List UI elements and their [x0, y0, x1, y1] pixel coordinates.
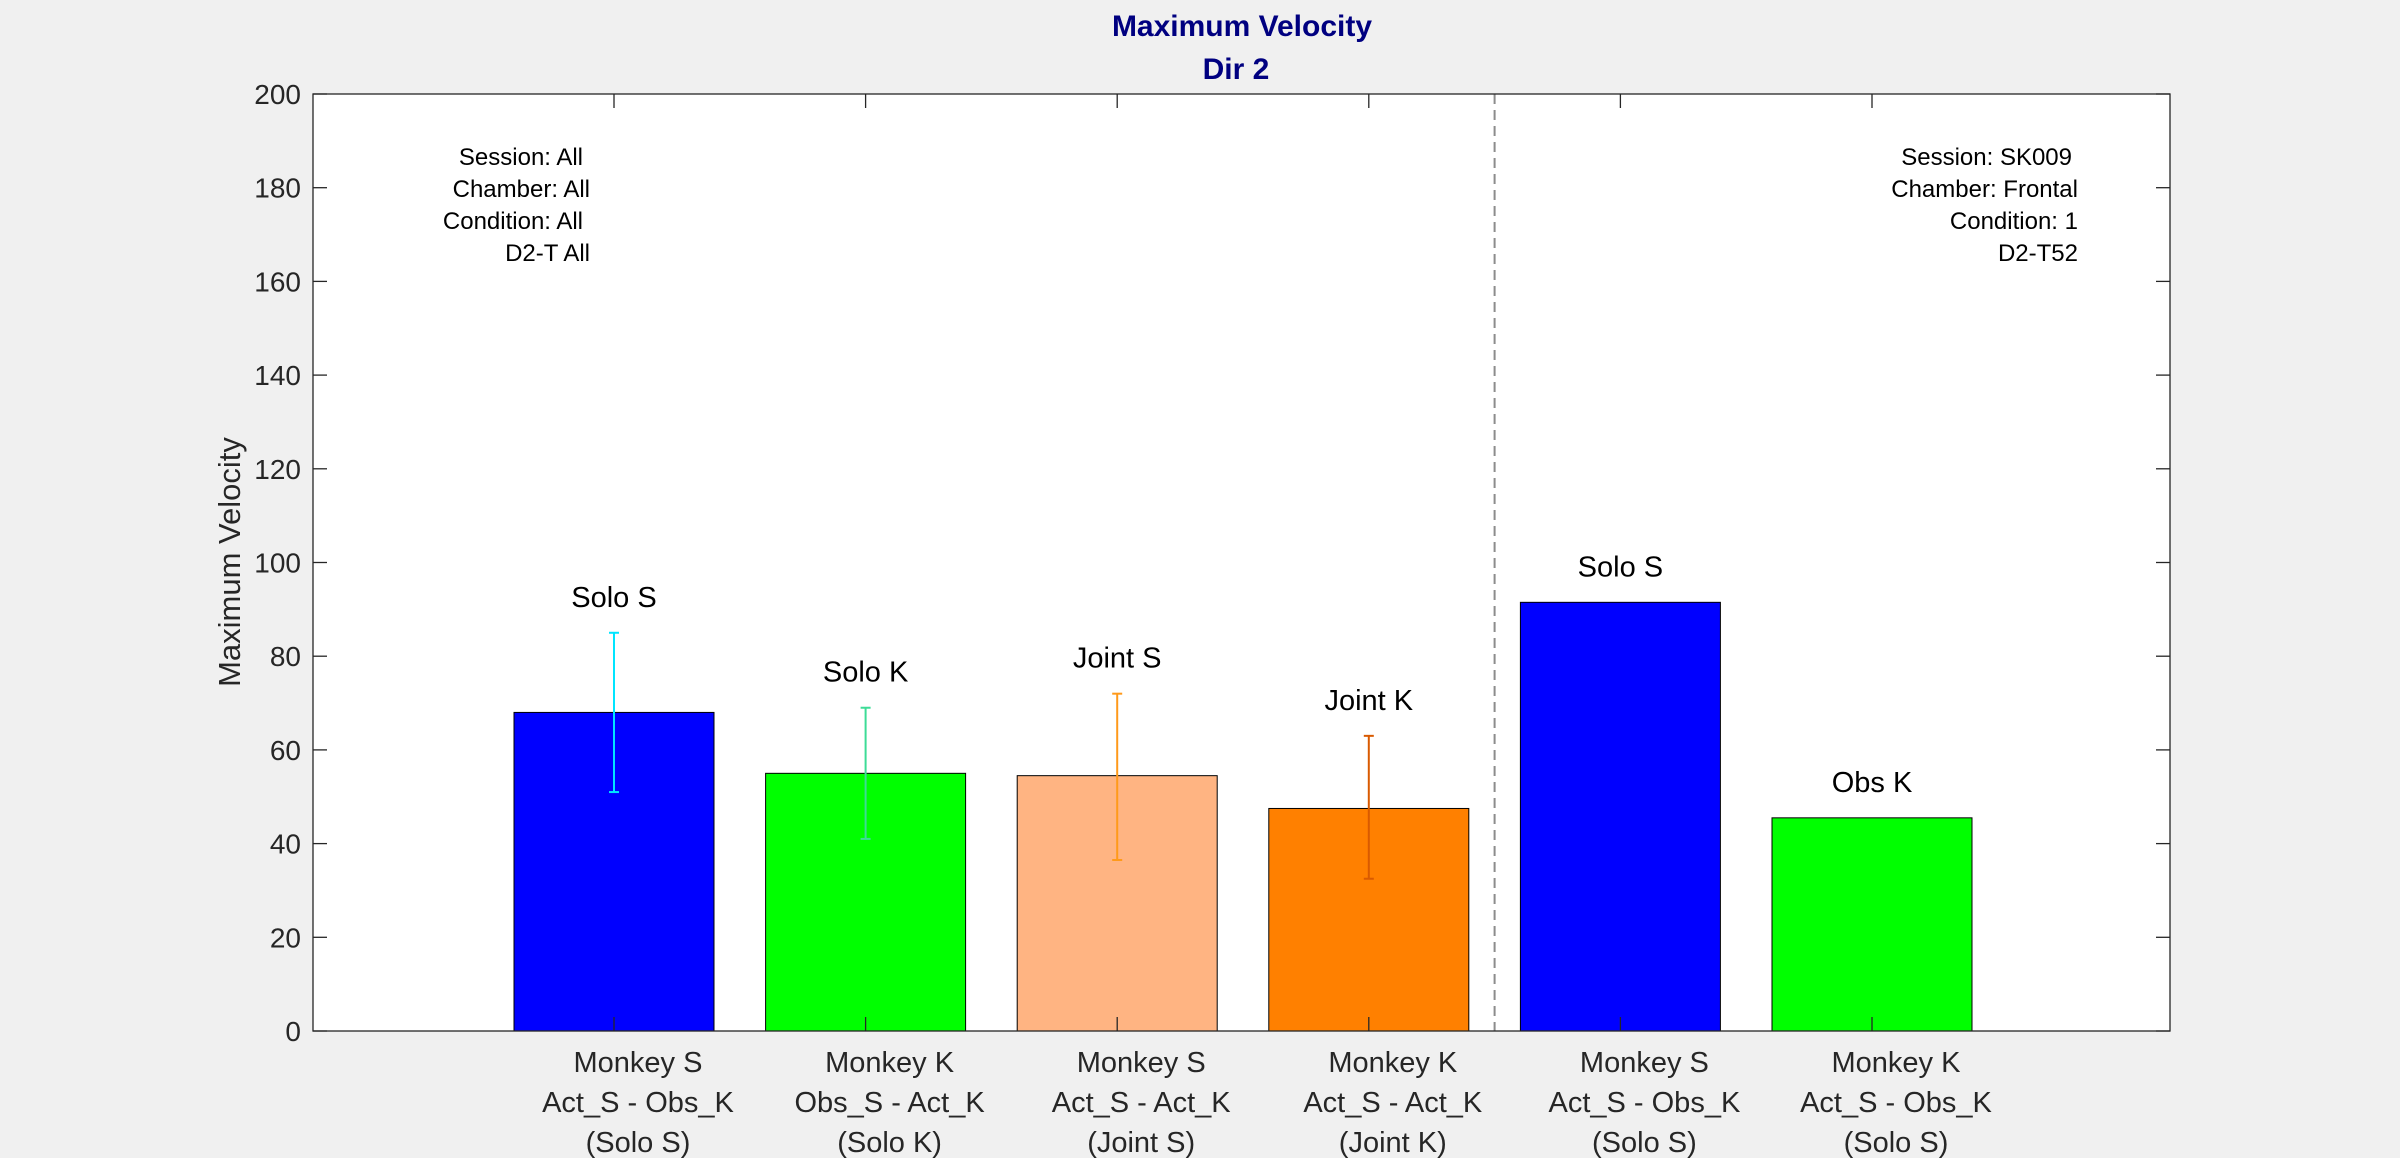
x-tick-label: Act_S - Obs_K: [1800, 1087, 1992, 1119]
right-annotation-chamber: Chamber: Frontal: [1891, 176, 2078, 203]
x-tick-label: Act_S - Act_K: [1052, 1087, 1232, 1119]
y-tick-label: 180: [254, 173, 301, 204]
x-tick-label: (Solo S): [1844, 1127, 1949, 1158]
bar-label: Joint S: [1073, 643, 1162, 675]
left-annotation-trials: D2-T All: [505, 240, 590, 267]
y-tick-label: 120: [254, 454, 301, 485]
x-tick-label: Monkey S: [1077, 1047, 1206, 1079]
x-tick-label: (Solo S): [1592, 1127, 1697, 1158]
x-tick-label: (Solo S): [586, 1127, 691, 1158]
bar-label: Solo S: [571, 582, 656, 614]
y-tick-label: 60: [270, 735, 301, 766]
y-tick-label: 0: [285, 1016, 301, 1047]
bar-label: Obs K: [1832, 767, 1913, 799]
left-annotation-session: Session: All: [459, 144, 583, 171]
y-tick-label: 140: [254, 360, 301, 391]
x-tick-label: Act_S - Obs_K: [542, 1087, 734, 1119]
y-axis: 0 20 40 60 80 100 120 140 160 180 200: [254, 79, 2170, 1047]
x-tick-label: Monkey K: [1832, 1047, 1962, 1079]
right-annotation-session: Session: SK009: [1901, 144, 2072, 171]
x-tick-label: Monkey K: [1328, 1047, 1458, 1079]
y-tick-label: 80: [270, 641, 301, 672]
left-annotation-chamber: Chamber: All: [453, 176, 590, 203]
error-bars-layer: [609, 631, 1374, 880]
x-tick-label: Monkey K: [825, 1047, 955, 1079]
x-tick-label: Monkey S: [574, 1047, 703, 1079]
left-annotation-condition: Condition: All: [443, 208, 583, 235]
y-tick-label: 200: [254, 79, 301, 110]
bar-label: Solo S: [1578, 551, 1663, 583]
x-tick-label: (Solo K): [837, 1127, 942, 1158]
chart-subtitle: Dir 2: [1203, 53, 1270, 86]
x-axis: Monkey S Act_S - Obs_K (Solo S) Monkey K Obs…: [542, 94, 1993, 1158]
y-axis-label: Maximum Velocity: [212, 437, 247, 687]
x-tick-label: Monkey S: [1580, 1047, 1709, 1079]
bar-labels-layer: Solo S Solo K Joint S Joint K Solo S Obs K: [571, 551, 1913, 799]
x-tick-label: Act_S - Act_K: [1303, 1087, 1483, 1119]
right-annotation-trials: D2-T52: [1998, 240, 2078, 267]
bar: [1519, 601, 1721, 1032]
y-tick-label: 40: [270, 829, 301, 860]
bar-label: Joint K: [1324, 685, 1413, 717]
x-tick-label: (Joint S): [1087, 1127, 1195, 1158]
chart-title: Maximum Velocity: [1112, 10, 1372, 43]
x-tick-label: Obs_S - Act_K: [794, 1087, 985, 1119]
bar: [1771, 817, 1973, 1032]
y-tick-label: 20: [270, 922, 301, 953]
bars-layer: [513, 601, 1973, 1032]
right-annotation-condition: Condition: 1: [1950, 208, 2078, 235]
bar-label: Solo K: [823, 657, 909, 689]
x-tick-label: Act_S - Obs_K: [1548, 1087, 1740, 1119]
x-tick-label: (Joint K): [1339, 1127, 1447, 1158]
y-tick-label: 100: [254, 548, 301, 579]
y-tick-label: 160: [254, 266, 301, 297]
